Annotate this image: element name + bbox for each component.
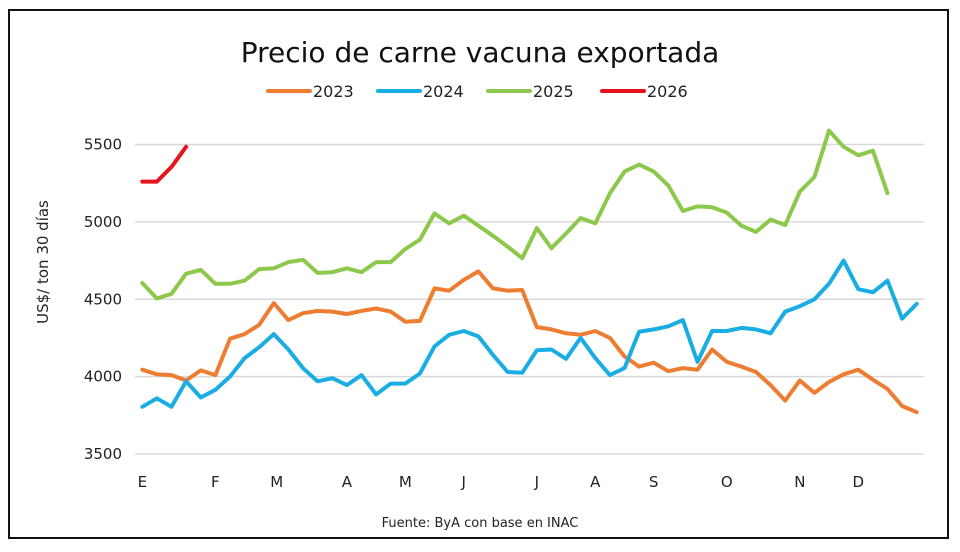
x-tick-label: J [461, 473, 466, 491]
y-tick-label: 3500 [84, 445, 122, 463]
series-line-2023 [140, 269, 919, 415]
x-tick-label: A [342, 473, 353, 491]
legend-label-2026: 2026 [647, 82, 688, 101]
chart-title: Precio de carne vacuna exportada [241, 36, 720, 69]
x-tick-label: F [211, 473, 220, 491]
x-tick-label: D [852, 473, 864, 491]
legend-label-2025: 2025 [533, 82, 574, 101]
x-tick-label: N [794, 473, 805, 491]
series-line-2026 [140, 144, 189, 184]
y-axis-ticks: 3500 4000 4500 5000 5500 [84, 136, 122, 464]
x-tick-label: M [270, 473, 283, 491]
legend: 2023 2024 2025 2026 [266, 82, 688, 101]
x-tick-label: A [590, 473, 601, 491]
x-tick-label: J [534, 473, 539, 491]
y-tick-label: 4000 [84, 368, 122, 386]
x-tick-label: M [399, 473, 412, 491]
legend-label-2023: 2023 [313, 82, 354, 101]
series-line-2025 [140, 128, 890, 301]
legend-label-2024: 2024 [423, 82, 464, 101]
y-tick-label: 5000 [84, 213, 122, 231]
x-tick-label: E [138, 473, 147, 491]
y-axis-label: US$/ ton 30 días [34, 200, 52, 324]
source-note: Fuente: ByA con base en INAC [382, 516, 579, 531]
series-lines [140, 128, 919, 415]
y-tick-label: 4500 [84, 290, 122, 308]
gridlines [135, 143, 924, 455]
x-tick-label: O [721, 473, 733, 491]
series-line-2024 [140, 258, 919, 409]
x-tick-label: S [649, 473, 659, 491]
y-tick-label: 5500 [84, 136, 122, 154]
